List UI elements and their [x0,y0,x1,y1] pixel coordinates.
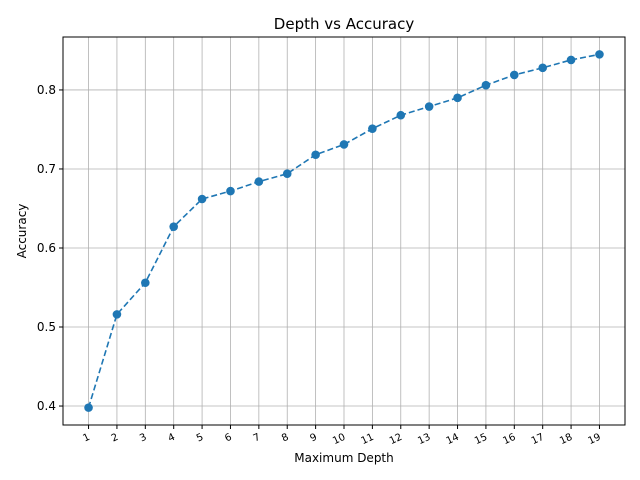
x-tick-label: 1 [81,432,91,445]
data-point [141,278,150,288]
x-tick-label: 5 [195,432,205,445]
data-point [595,50,604,59]
y-tick-label: 0.6 [37,241,56,255]
x-tick-label: 4 [167,432,177,445]
data-point [112,310,122,319]
x-tick-label: 3 [138,432,148,445]
y-tick-label: 0.8 [37,83,56,97]
data-point [538,63,547,73]
y-tick-label: 0.4 [37,399,56,413]
x-axis-label: Maximum Depth [294,451,394,465]
chart-title: Depth vs Accuracy [274,15,415,33]
x-tick-label: 16 [501,432,517,447]
data-point [254,177,264,186]
data-point [169,222,178,231]
data-point [396,110,406,120]
data-point [339,140,349,149]
x-tick-label: 12 [388,432,404,447]
data-point [368,124,377,133]
series-layer [84,50,604,412]
x-tick-label: 17 [530,432,546,447]
x-tick-label: 7 [252,432,262,445]
data-point [424,102,434,111]
y-tick-label: 0.5 [37,320,56,334]
y-tick-label: 0.7 [37,162,56,176]
y-axis-label: Accuracy [15,204,29,259]
data-point [510,70,519,80]
x-tick-label: 10 [331,432,347,447]
data-point [84,403,93,412]
data-point [282,169,292,179]
tick-layer: 1 2 3 4 5 6 7 8 9 10 11 12 13 14 15 16 17 18 190.40.50.60.… [37,83,603,447]
data-point [481,80,491,90]
x-tick-label: 8 [280,432,290,445]
data-point [311,150,320,160]
x-tick-label: 15 [473,432,489,447]
x-tick-label: 13 [416,432,432,447]
x-tick-label: 19 [587,432,603,447]
x-tick-label: 2 [110,432,120,445]
grid-lines [63,37,625,425]
x-tick-label: 9 [308,432,318,445]
x-tick-label: 14 [445,432,461,447]
data-point [197,194,207,204]
x-tick-label: 18 [558,432,574,447]
x-tick-label: 6 [223,432,233,445]
data-point [226,186,235,196]
x-tick-label: 11 [359,432,375,447]
data-point [453,93,462,103]
data-point [566,55,576,65]
